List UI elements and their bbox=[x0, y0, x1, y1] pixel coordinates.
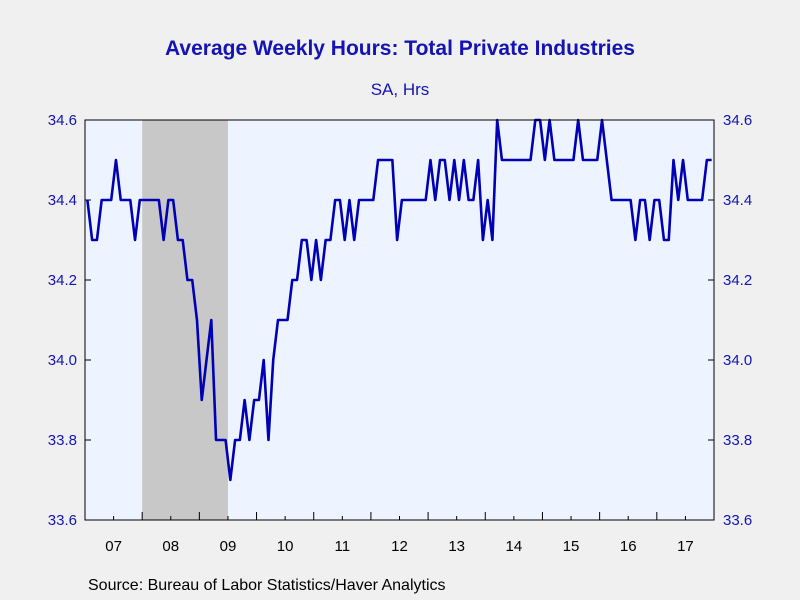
y-tick-label-right: 34.0 bbox=[723, 352, 752, 369]
x-tick-label: 17 bbox=[677, 538, 694, 555]
recession-shading bbox=[142, 120, 228, 520]
y-tick-label-left: 33.6 bbox=[48, 512, 77, 529]
y-tick-label-left: 33.8 bbox=[48, 432, 77, 449]
x-tick-label: 09 bbox=[220, 538, 237, 555]
y-tick-label-right: 33.8 bbox=[723, 432, 752, 449]
y-tick-label-left: 34.6 bbox=[48, 112, 77, 129]
x-tick-label: 13 bbox=[448, 538, 465, 555]
x-tick-label: 15 bbox=[563, 538, 580, 555]
y-tick-label-left: 34.0 bbox=[48, 352, 77, 369]
y-tick-label-right: 34.2 bbox=[723, 272, 752, 289]
y-tick-label-left: 34.4 bbox=[48, 192, 77, 209]
chart-title: Average Weekly Hours: Total Private Indu… bbox=[165, 37, 635, 60]
y-tick-label-right: 33.6 bbox=[723, 512, 752, 529]
chart-source: Source: Bureau of Labor Statistics/Haver… bbox=[88, 577, 446, 594]
y-tick-label-right: 34.4 bbox=[723, 192, 752, 209]
x-tick-label: 07 bbox=[105, 538, 122, 555]
plot-frame bbox=[84, 119, 715, 521]
chart-subtitle: SA, Hrs bbox=[370, 80, 430, 99]
x-tick-label: 16 bbox=[620, 538, 637, 555]
x-tick-label: 10 bbox=[277, 538, 294, 555]
x-tick-label: 08 bbox=[162, 538, 179, 555]
x-tick-label: 11 bbox=[335, 538, 351, 555]
x-tick-label: 14 bbox=[506, 538, 523, 555]
x-tick-label: 12 bbox=[391, 538, 408, 555]
y-tick-label-right: 34.6 bbox=[723, 112, 752, 129]
y-tick-label-left: 34.2 bbox=[48, 272, 77, 289]
series-line bbox=[86, 118, 712, 482]
